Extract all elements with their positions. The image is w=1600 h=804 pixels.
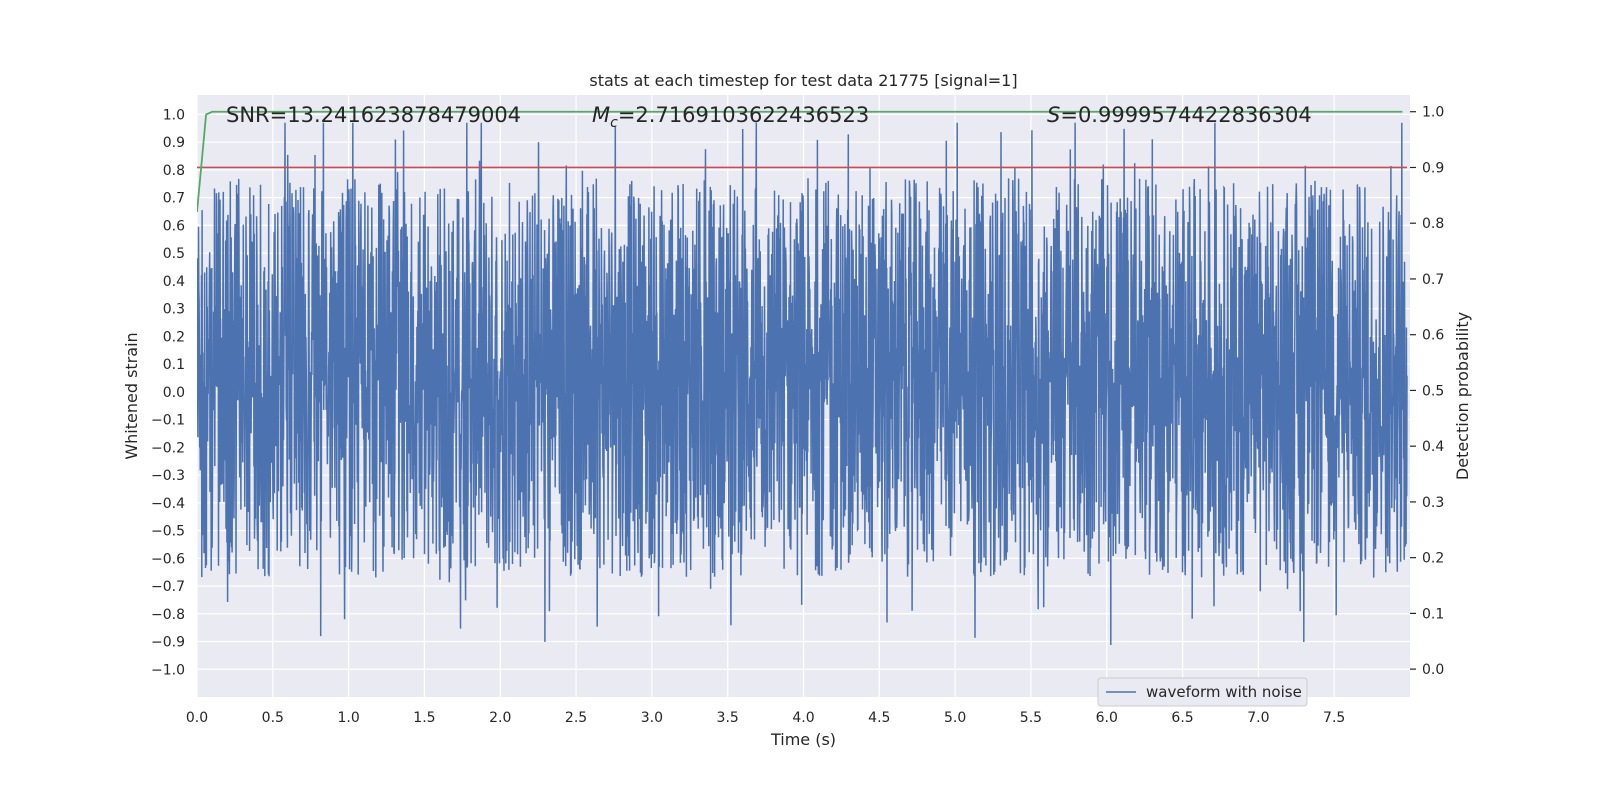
detection-statistic-value: =0.9999574422836304 <box>1060 103 1311 127</box>
waveform-line <box>197 122 1408 646</box>
y-left-tick-label: −0.4 <box>151 496 185 512</box>
y-right-tick-label: 0.3 <box>1422 495 1444 511</box>
ticks: 0.0 0.5 1.0 1.5 2.0 2.5 3.0 3.5 4.0 4.5 5.0 5.5 6.0 6… <box>151 105 1444 726</box>
chirp-mass-annotation: Mc=2.7169103622436523 <box>592 103 869 131</box>
y-left-tick-label: −0.8 <box>151 607 185 623</box>
y-left-tick-label: −0.3 <box>151 468 185 484</box>
y-left-tick-label: 0.5 <box>163 246 185 262</box>
detection-statistic-symbol: S <box>1047 103 1060 127</box>
chirp-mass-subscript: c <box>610 115 618 131</box>
x-tick-label: 4.0 <box>792 710 814 726</box>
x-tick-label: 4.5 <box>868 710 890 726</box>
x-tick-label: 2.0 <box>489 710 511 726</box>
y-left-tick-label: 0.1 <box>163 357 185 373</box>
chart-title: stats at each timestep for test data 217… <box>589 71 1017 90</box>
y-left-tick-label: −0.5 <box>151 524 185 540</box>
y-axis-right-label: Detection probability <box>1453 312 1472 480</box>
y-right-tick-label: 0.4 <box>1422 439 1444 455</box>
x-axis-label: Time (s) <box>770 730 836 749</box>
y-left-tick-label: −0.9 <box>151 635 185 651</box>
y-left-tick-label: −0.1 <box>151 413 185 429</box>
y-left-tick-label: 0.3 <box>163 302 185 318</box>
chirp-mass-value: =2.7169103622436523 <box>618 103 869 127</box>
x-tick-label: 2.5 <box>565 710 587 726</box>
y-left-tick-label: 0.8 <box>163 163 185 179</box>
legend-box <box>1097 677 1308 707</box>
y-left-tick-label: −1.0 <box>151 662 185 678</box>
legend-label-waveform: waveform with noise <box>1146 683 1302 701</box>
y-left-tick-label: 1.0 <box>163 107 185 123</box>
x-tick-label: 7.0 <box>1247 710 1269 726</box>
y-right-tick-label: 0.7 <box>1422 272 1444 288</box>
snr-annotation: SNR=13.241623878479004 <box>226 103 521 127</box>
x-tick-label: 0.5 <box>262 710 284 726</box>
y-left-tick-label: −0.7 <box>151 579 185 595</box>
detection-probability-line <box>197 110 1403 213</box>
legend: waveform with noise <box>1097 677 1308 707</box>
x-tick-label: 7.5 <box>1323 710 1345 726</box>
y-right-tick-label: 0.8 <box>1422 216 1444 232</box>
y-right-tick-label: 0.0 <box>1422 662 1444 678</box>
y-left-tick-label: 0.2 <box>163 329 185 345</box>
x-tick-label: 3.5 <box>717 710 739 726</box>
x-tick-label: 1.0 <box>337 710 359 726</box>
x-tick-label: 6.5 <box>1171 710 1193 726</box>
x-tick-label: 6.0 <box>1096 710 1118 726</box>
x-tick-label: 5.5 <box>1020 710 1042 726</box>
x-tick-label: 5.0 <box>944 710 966 726</box>
y-right-tick-label: 0.2 <box>1422 551 1444 567</box>
detection-statistic-annotation: S=0.9999574422836304 <box>1047 103 1312 127</box>
y-right-tick-label: 0.9 <box>1422 160 1444 176</box>
x-tick-label: 3.0 <box>641 710 663 726</box>
series-layer <box>197 110 1408 646</box>
y-right-tick-label: 1.0 <box>1422 105 1444 121</box>
y-right-tick-label: 0.5 <box>1422 383 1444 399</box>
y-left-tick-label: 0.4 <box>163 274 185 290</box>
x-tick-label: 1.5 <box>413 710 435 726</box>
chirp-mass-symbol: M <box>592 103 610 127</box>
y-axis-left-label: Whitened strain <box>122 332 141 459</box>
y-right-tick-label: 0.1 <box>1422 606 1444 622</box>
y-right-tick-label: 0.6 <box>1422 328 1444 344</box>
y-left-tick-label: −0.6 <box>151 551 185 567</box>
y-left-tick-label: −0.2 <box>151 440 185 456</box>
y-left-tick-label: 0.6 <box>163 218 185 234</box>
y-left-tick-label: 0.9 <box>163 135 185 151</box>
y-left-tick-label: 0.7 <box>163 191 185 207</box>
x-tick-label: 0.0 <box>186 710 208 726</box>
y-left-tick-label: 0.0 <box>163 385 185 401</box>
